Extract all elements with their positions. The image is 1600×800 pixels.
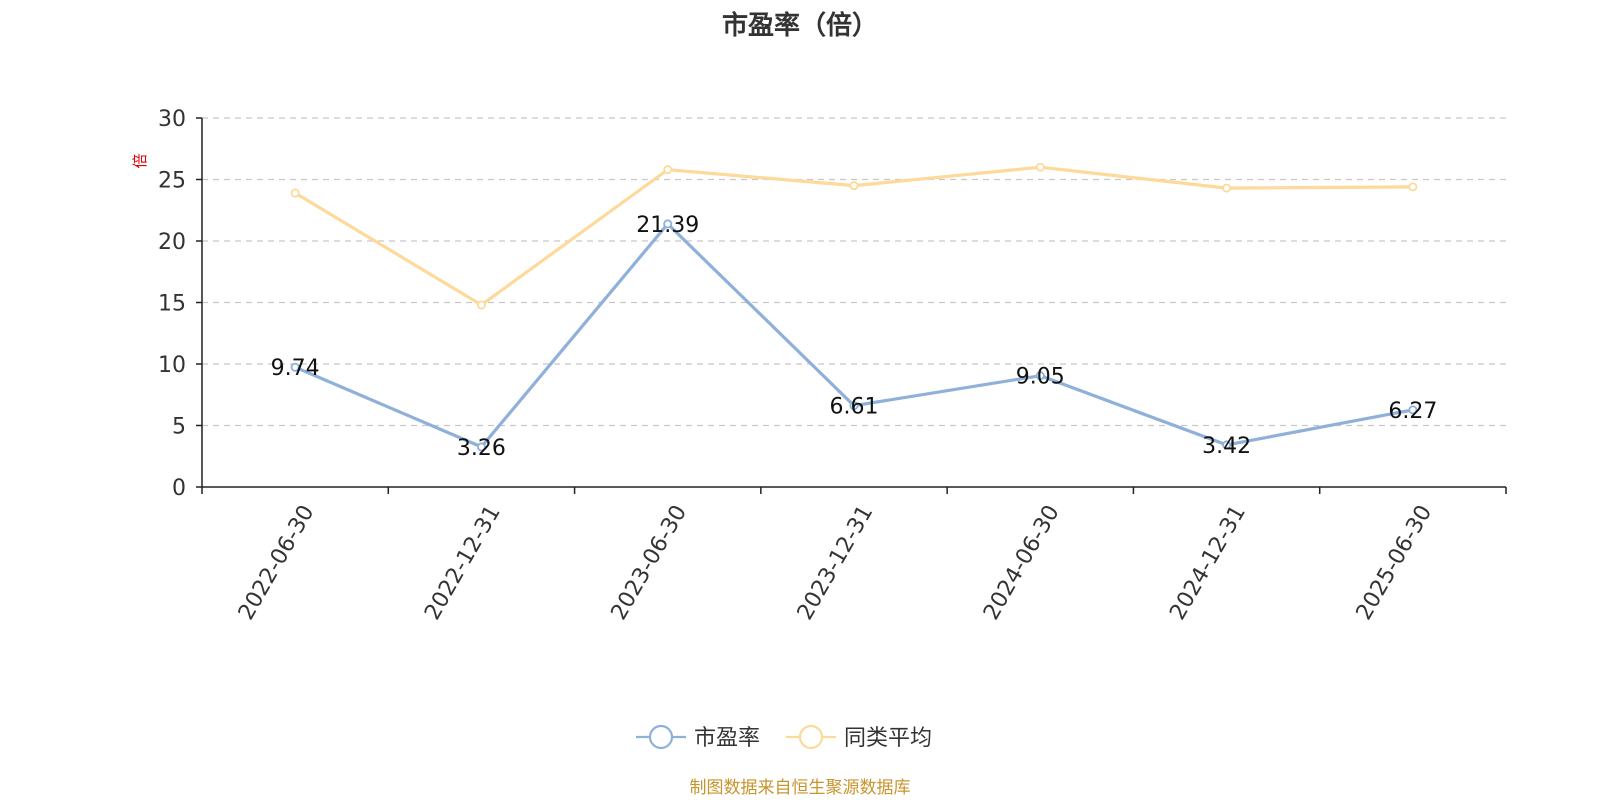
data-labels: 9.74 3.26 21.39 6.61 9.05 3.42 6.27 <box>271 213 1438 461</box>
y-tick-label: 15 <box>158 292 186 317</box>
data-label: 3.26 <box>457 436 506 461</box>
legend-item-0[interactable]: 市盈率 <box>636 724 760 751</box>
data-label: 9.05 <box>1016 365 1065 390</box>
y-tick-label: 25 <box>158 169 186 194</box>
data-label: 9.74 <box>271 356 320 381</box>
series-0-point[interactable] <box>849 401 859 411</box>
series-0-point[interactable] <box>1035 371 1045 381</box>
x-tick-label: 2023-12-31 <box>793 501 879 624</box>
series-lines <box>290 162 1418 452</box>
legend-label: 同类平均 <box>844 726 932 751</box>
y-tick-label: 20 <box>158 230 186 255</box>
series-1-point[interactable] <box>1035 162 1045 172</box>
series-1-point[interactable] <box>476 300 486 310</box>
legend-label: 市盈率 <box>694 726 760 751</box>
series-0-point[interactable] <box>1222 440 1232 450</box>
x-tick-label: 2022-06-30 <box>234 501 320 624</box>
data-label: 6.61 <box>830 395 879 420</box>
y-tick-label: 10 <box>158 353 186 378</box>
series-0-point[interactable] <box>476 442 486 452</box>
x-tick-label: 2024-12-31 <box>1165 501 1251 624</box>
data-label: 3.42 <box>1202 434 1251 459</box>
series-1-point[interactable] <box>849 181 859 191</box>
data-label: 6.27 <box>1388 399 1437 424</box>
data-source-note: 制图数据来自恒生聚源数据库 <box>690 778 911 798</box>
series-0-point[interactable] <box>290 362 300 372</box>
x-tick-label: 2025-06-30 <box>1352 501 1438 624</box>
grid-lines <box>202 117 1506 427</box>
chart-title: 市盈率（倍） <box>722 10 878 41</box>
y-tick-label: 30 <box>158 107 186 132</box>
x-tick-label: 2024-06-30 <box>979 501 1065 624</box>
x-tick-label: 2022-12-31 <box>420 501 506 624</box>
x-tick-label: 2023-06-30 <box>606 501 692 624</box>
series-1-point[interactable] <box>290 188 300 198</box>
y-tick-label: 0 <box>172 476 186 501</box>
legend-circle-icon <box>798 724 824 750</box>
legend[interactable]: 市盈率 同类平均 <box>636 724 932 751</box>
y-tick-label: 5 <box>172 415 186 440</box>
legend-item-1[interactable]: 同类平均 <box>786 724 932 751</box>
series-1-point[interactable] <box>1222 183 1232 193</box>
series-1-point[interactable] <box>663 165 673 175</box>
data-label: 21.39 <box>636 213 699 238</box>
series-0-point[interactable] <box>663 219 673 229</box>
series-0-point[interactable] <box>1408 405 1418 415</box>
legend-circle-icon <box>648 724 674 750</box>
y-axis-unit-label: 倍 <box>131 153 149 168</box>
series-1-point[interactable] <box>1408 182 1418 192</box>
